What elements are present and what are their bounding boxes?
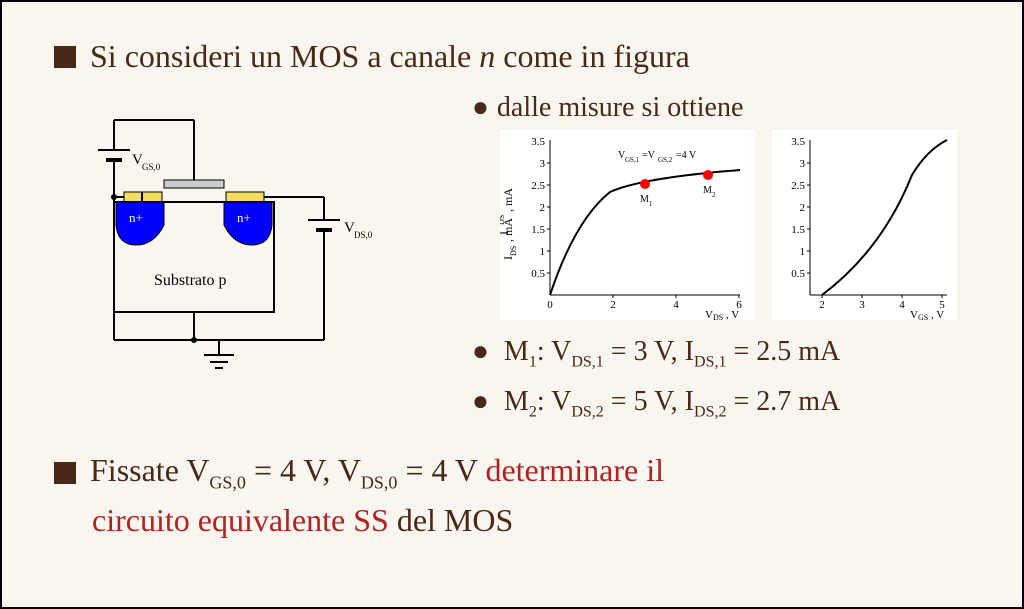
circuit-diagram: V GS,0 n+ n+ Substrato p V DS,0 — [54, 110, 404, 410]
svg-text:=V: =V — [642, 150, 656, 161]
svg-text:2.5: 2.5 — [531, 180, 545, 192]
svg-text:V: V — [910, 309, 918, 320]
svg-text:, V: , V — [931, 309, 944, 320]
svg-text:3.5: 3.5 — [791, 136, 805, 148]
svg-text:2.5: 2.5 — [791, 180, 805, 192]
svg-text:DS,0: DS,0 — [354, 230, 373, 240]
svg-text:4: 4 — [673, 299, 679, 311]
svg-text:4: 4 — [899, 299, 905, 311]
svg-text:, mA: , mA — [501, 188, 515, 212]
square-bullet — [54, 462, 76, 484]
chart-ids-vds: 0.5 1 1.5 2 2.5 3 3.5 0 2 4 6 M1 M2 V GS… — [500, 130, 755, 320]
svg-text:0: 0 — [547, 299, 553, 311]
svg-text:, mA: , mA — [501, 218, 515, 242]
svg-text:GS,1: GS,1 — [625, 156, 640, 164]
svg-text:1: 1 — [540, 246, 546, 258]
m1-line: ● M1: VDS,1 = 3 V, IDS,1 = 2.5 mA — [472, 336, 840, 372]
svg-text:2: 2 — [540, 202, 546, 214]
svg-text:Substrato p: Substrato p — [154, 272, 226, 289]
chart-ids-vgs: 0.5 1 1.5 2 2.5 3 3.5 2 3 4 5 VGS, V — [772, 130, 957, 320]
line2-text: Fissate VGS,0 = 4 V, VDS,0 = 4 V determi… — [90, 452, 664, 493]
svg-text:n+: n+ — [129, 210, 143, 225]
svg-text:GS,0: GS,0 — [142, 162, 161, 172]
svg-text:=4 V: =4 V — [676, 150, 697, 161]
svg-text:2: 2 — [800, 202, 806, 214]
svg-text:n+: n+ — [237, 210, 251, 225]
bullet-line-2: Fissate VGS,0 = 4 V, VDS,0 = 4 V determi… — [54, 452, 664, 493]
sub-bullet-misure: ●dalle misure si ottiene — [472, 92, 743, 124]
svg-text:M: M — [703, 185, 712, 196]
svg-text:3: 3 — [859, 299, 865, 311]
svg-text:3.5: 3.5 — [531, 136, 545, 148]
svg-text:1: 1 — [800, 246, 806, 258]
svg-text:DS: DS — [713, 313, 723, 320]
svg-text:GS,2: GS,2 — [658, 156, 673, 164]
m2-line: ● M2: VDS,2 = 5 V, IDS,2 = 2.7 mA — [472, 386, 840, 422]
line1-text: Si consideri un MOS a canale n come in f… — [90, 38, 690, 75]
svg-text:0.5: 0.5 — [791, 268, 805, 280]
svg-text:0.5: 0.5 — [531, 268, 545, 280]
svg-text:1.5: 1.5 — [531, 224, 545, 236]
svg-text:1: 1 — [649, 200, 653, 208]
svg-text:M: M — [640, 194, 649, 205]
svg-text:GS: GS — [918, 313, 928, 320]
svg-text:3: 3 — [800, 158, 806, 170]
bullet-line-1: Si consideri un MOS a canale n come in f… — [54, 38, 690, 75]
svg-text:2: 2 — [712, 191, 716, 199]
svg-text:2: 2 — [819, 299, 825, 311]
svg-text:V: V — [705, 309, 713, 320]
svg-text:3: 3 — [540, 158, 546, 170]
svg-text:1.5: 1.5 — [791, 224, 805, 236]
square-bullet — [54, 46, 76, 68]
line-3: circuito equivalente SS del MOS — [92, 502, 513, 539]
svg-text:, V: , V — [726, 309, 739, 320]
svg-text:DS: DS — [509, 246, 518, 256]
svg-text:2: 2 — [610, 299, 616, 311]
